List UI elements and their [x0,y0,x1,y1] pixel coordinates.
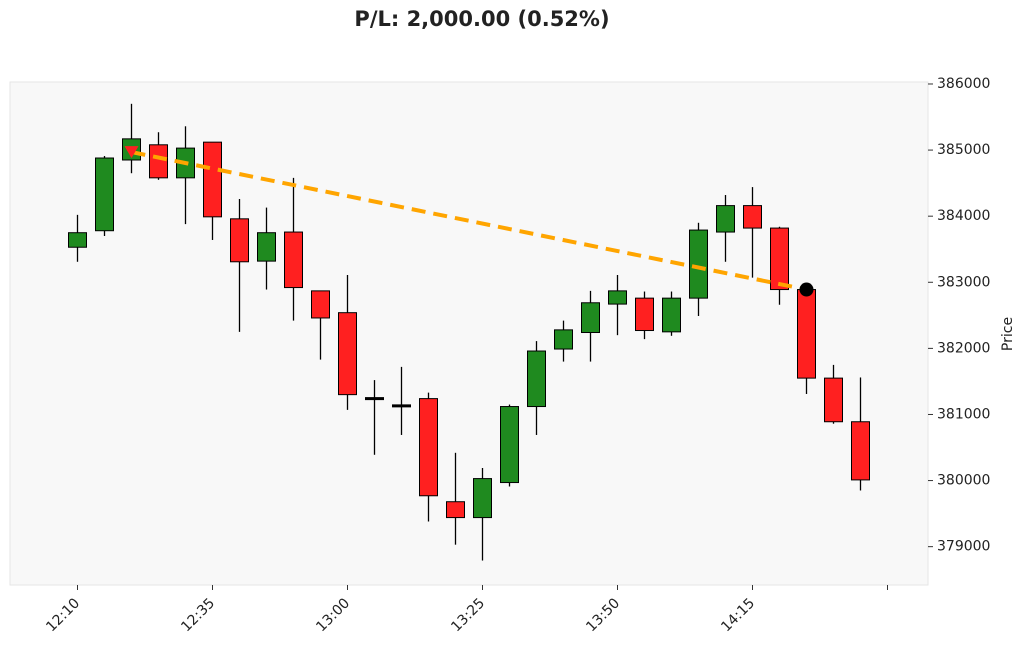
candle-body [68,232,87,248]
candle-body [797,289,816,379]
candle-body [203,141,222,218]
candle-body [662,297,681,333]
y-tick-label: 385000 [937,142,990,158]
x-tick-label: 13:50 [583,595,623,635]
y-tick-label: 384000 [937,208,990,224]
candle-body [770,227,789,291]
candle-body [689,229,708,299]
x-tick-label: 14:15 [718,595,758,635]
candle-body [527,350,546,408]
candle-body [473,478,492,519]
candle-body [446,501,465,519]
candle-body [716,205,735,233]
candle-body [581,302,600,334]
candle-body [824,377,843,423]
candle-body [554,329,573,350]
candle-body [851,421,870,481]
candle-body [230,218,249,263]
candle-body [392,404,411,408]
x-tick-label: 13:25 [448,595,488,635]
candle-body [149,144,168,179]
candle-body [284,231,303,289]
candle-body [419,398,438,497]
trade-line [131,150,807,292]
candle-body [338,312,357,396]
candle-body [608,290,627,305]
y-tick-label: 383000 [937,274,990,290]
candle-body [257,232,276,262]
exit-marker [799,282,814,297]
y-tick-label: 380000 [937,473,990,489]
y-tick-label: 379000 [937,539,990,555]
candle-body [743,205,762,229]
entry-marker [124,146,139,159]
x-tick-label: 12:35 [178,595,218,635]
candle-body [500,406,519,484]
candle-body [365,397,384,401]
x-tick-label: 13:00 [313,595,353,635]
chart-title: P/L: 2,000.00 (0.52%) [354,7,609,31]
y-axis-label: Price [1000,317,1016,351]
plot-area [9,81,929,586]
candle-body [311,290,330,319]
y-tick-label: 382000 [937,340,990,356]
y-tick-label: 381000 [937,406,990,422]
y-tick-label: 386000 [937,76,990,92]
x-tick-label: 12:10 [43,595,83,635]
candle-body [95,157,114,232]
candle-body [635,297,654,332]
